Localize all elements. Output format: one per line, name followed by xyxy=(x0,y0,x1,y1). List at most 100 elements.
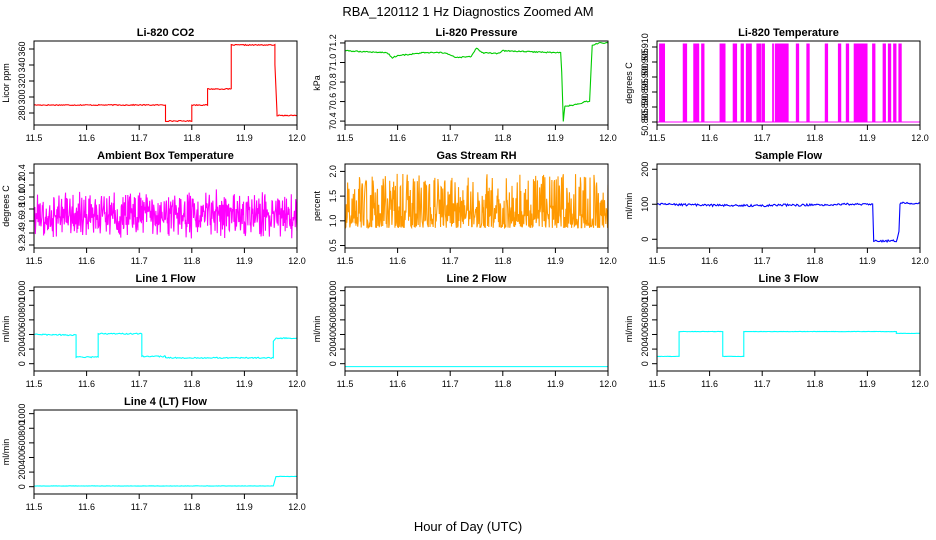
x-tick-label: 11.7 xyxy=(442,379,459,389)
y-tick-label: 1000 xyxy=(640,281,650,301)
x-tick-label: 11.6 xyxy=(701,133,718,143)
panel-title: Line 1 Flow xyxy=(136,273,196,285)
x-tick-label: 11.7 xyxy=(131,379,148,389)
x-tick-label: 11.8 xyxy=(806,133,823,143)
x-tick-label: 11.9 xyxy=(547,256,564,266)
y-tick-label: 800 xyxy=(640,298,650,313)
x-tick-label: 11.7 xyxy=(442,256,459,266)
panel-ylabel: ml/min xyxy=(1,439,11,466)
x-tick-label: 11.7 xyxy=(131,133,148,143)
x-tick-label: 11.8 xyxy=(183,133,200,143)
x-tick-label: 11.6 xyxy=(78,379,95,389)
panel-3: Li-820 Temperature degrees C 11.5 11.6 11.7 1… xyxy=(624,27,929,143)
x-tick-label: 12.0 xyxy=(599,379,617,389)
panel-title: Li-820 Pressure xyxy=(436,27,518,39)
y-tick-label: 800 xyxy=(17,421,27,436)
panel-ylabel: percent xyxy=(312,190,322,221)
y-tick-label: 70.6 xyxy=(328,93,338,111)
y-tick-label: 50.900 xyxy=(640,63,650,91)
panel-frame xyxy=(33,163,298,249)
panel-ylabel: kPa xyxy=(312,75,322,91)
x-tick-label: 11.5 xyxy=(337,379,354,389)
series-line xyxy=(345,173,608,230)
x-tick-label: 11.5 xyxy=(649,133,666,143)
y-tick-label: 10.0 xyxy=(17,188,27,206)
x-tick-label: 12.0 xyxy=(911,379,929,389)
x-tick-label: 12.0 xyxy=(288,256,306,266)
y-tick-label: 1000 xyxy=(17,281,27,301)
panel-frame xyxy=(344,163,609,249)
panel-frame xyxy=(656,286,921,372)
y-tick-label: 200 xyxy=(17,342,27,357)
y-tick-label: 70.4 xyxy=(328,112,338,130)
x-tick-label: 11.8 xyxy=(806,379,823,389)
x-tick-label: 11.9 xyxy=(859,379,876,389)
y-tick-label: 71.0 xyxy=(328,54,338,72)
x-tick-label: 11.8 xyxy=(183,379,200,389)
y-tick-label: 71.2 xyxy=(328,34,338,52)
panel-frame xyxy=(33,40,298,126)
x-tick-label: 11.6 xyxy=(701,379,718,389)
panel-10: Line 4 (LT) Flow ml/min 11.5 11.6 11.7 11.8 11… xyxy=(1,396,306,512)
x-tick-label: 11.5 xyxy=(649,379,666,389)
y-tick-label: 50.890 xyxy=(640,93,650,121)
series-line xyxy=(657,330,920,358)
series-line xyxy=(345,41,608,122)
x-tick-label: 11.6 xyxy=(701,256,718,266)
x-tick-label: 11.5 xyxy=(26,133,43,143)
y-tick-label: 400 xyxy=(328,327,338,342)
series-line xyxy=(34,475,297,487)
panels: Li-820 CO2 Licor ppm 11.5 11.6 11.7 11.8 11.9 1… xyxy=(1,27,929,512)
panel-title: Ambient Box Temperature xyxy=(97,150,234,162)
x-tick-label: 11.5 xyxy=(26,256,43,266)
x-tick-label: 11.6 xyxy=(389,256,406,266)
x-tick-label: 12.0 xyxy=(911,256,929,266)
panel-9: Line 3 Flow ml/min 11.5 11.6 11.7 11.8 11.9 12.… xyxy=(624,273,929,389)
y-tick-label: 50.910 xyxy=(640,33,650,61)
y-tick-label: 100 xyxy=(640,197,650,212)
x-tick-label: 11.5 xyxy=(337,133,354,143)
panel-5: Gas Stream RH percent 11.5 11.6 11.7 11.8 11.9… xyxy=(312,150,617,266)
x-tick-label: 11.5 xyxy=(337,256,354,266)
panel-frame xyxy=(344,286,609,372)
panel-title: Line 4 (LT) Flow xyxy=(124,396,207,408)
y-tick-label: 300 xyxy=(17,89,27,104)
y-tick-label: 360 xyxy=(17,41,27,56)
series-line xyxy=(657,201,920,243)
x-tick-label: 11.8 xyxy=(494,133,511,143)
y-tick-label: 50.895 xyxy=(640,78,650,106)
y-tick-label: 200 xyxy=(17,465,27,480)
x-tick-label: 11.7 xyxy=(754,133,771,143)
y-tick-label: 1000 xyxy=(328,281,338,301)
y-tick-label: 200 xyxy=(640,342,650,357)
x-tick-label: 11.6 xyxy=(78,133,95,143)
x-tick-label: 11.7 xyxy=(754,256,771,266)
x-tick-label: 11.8 xyxy=(183,502,200,512)
x-tick-label: 11.6 xyxy=(389,379,406,389)
x-tick-label: 11.9 xyxy=(236,133,253,143)
y-tick-label: 1000 xyxy=(17,404,27,424)
y-tick-label: 600 xyxy=(17,435,27,450)
y-tick-label: 800 xyxy=(17,298,27,313)
y-tick-label: 320 xyxy=(17,73,27,88)
x-tick-label: 11.6 xyxy=(78,502,95,512)
panel-ylabel: ml/min xyxy=(1,316,11,343)
x-tick-label: 11.7 xyxy=(754,379,771,389)
y-tick-label: 9.8 xyxy=(17,203,27,216)
panel-6: Sample Flow ml/min 11.5 11.6 11.7 11.8 11.9 12.… xyxy=(624,150,929,266)
x-tick-label: 11.9 xyxy=(236,379,253,389)
y-tick-label: 600 xyxy=(328,312,338,327)
panel-ylabel: ml/min xyxy=(312,316,322,343)
panel-frame xyxy=(656,40,921,126)
series-line xyxy=(657,43,920,123)
x-tick-label: 11.6 xyxy=(78,256,95,266)
x-tick-label: 12.0 xyxy=(599,133,617,143)
x-tick-label: 12.0 xyxy=(288,133,306,143)
panel-7: Line 1 Flow ml/min 11.5 11.6 11.7 11.8 11.9 12.… xyxy=(1,273,306,389)
y-tick-label: 600 xyxy=(17,312,27,327)
y-tick-label: 9.2 xyxy=(17,239,27,252)
y-tick-label: 400 xyxy=(640,327,650,342)
y-tick-label: 50.905 xyxy=(640,48,650,76)
x-tick-label: 12.0 xyxy=(288,379,306,389)
y-tick-label: 10.2 xyxy=(17,176,27,194)
